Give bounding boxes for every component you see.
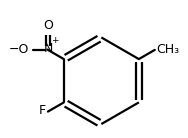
Text: F: F [39,104,46,117]
Text: N: N [43,42,53,55]
Text: +: + [51,36,58,45]
Text: −O: −O [9,43,29,56]
Text: O: O [43,19,53,32]
Text: CH₃: CH₃ [156,43,180,56]
